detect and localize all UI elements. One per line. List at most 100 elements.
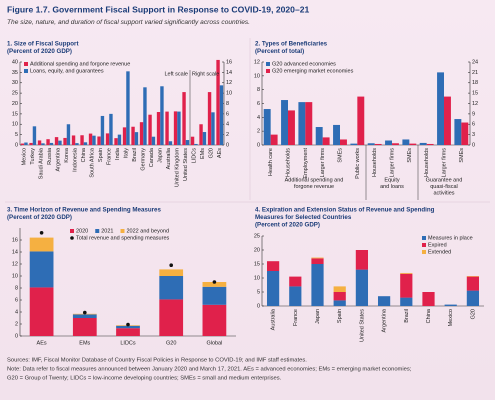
bar [29, 142, 33, 145]
y2-tick-label: 8 [226, 101, 229, 107]
y2-tick-label: 0 [226, 142, 229, 148]
bar-segment [311, 264, 324, 306]
y2-tick-label: 24 [472, 59, 478, 65]
y-tick-label: 40 [12, 59, 18, 65]
group-label: activities [433, 190, 454, 196]
bar-segment [116, 328, 140, 336]
panel-title: 3. Time Horizon of Revenue and Spending … [7, 207, 161, 214]
bar [75, 143, 79, 145]
bar [168, 141, 173, 145]
total-dot [169, 263, 173, 268]
legend-label: Additional spending and forgone revenue [30, 61, 130, 67]
bar-segment [159, 269, 184, 276]
y-tick-label: 15 [254, 261, 260, 267]
legend-label: G20 emerging market economies [272, 68, 354, 74]
bar-segment [29, 287, 54, 336]
bar [80, 135, 84, 145]
bar [97, 136, 101, 145]
x-tick-label: Brazil [404, 309, 410, 323]
bar-segment [355, 269, 369, 306]
x-tick-label: United States [183, 148, 189, 181]
bar-segment [29, 251, 54, 288]
y2-tick-label: 12 [472, 101, 478, 107]
bar-segment [72, 314, 97, 318]
y2-tick-label: 0 [472, 142, 475, 148]
bar-segment [333, 300, 346, 306]
x-tick-label: Households [285, 148, 291, 177]
bar [263, 109, 271, 145]
x-tick-label: India [115, 147, 121, 160]
y2-tick-label: 2 [226, 132, 229, 138]
bar [41, 143, 45, 145]
annotation: Left scale [164, 71, 188, 77]
legend-label: Expired [428, 242, 447, 248]
x-tick-label: Larger firms [389, 148, 395, 178]
bar [402, 139, 410, 145]
bar-segment [377, 296, 391, 306]
total-dot [212, 280, 217, 284]
x-tick-label: Spain [337, 309, 343, 323]
legend-label: 2020 [76, 228, 88, 234]
panel-subtitle: (Percent of 2020 GDP) [255, 222, 320, 229]
x-tick-label: EMs [79, 340, 90, 346]
bar [288, 110, 295, 145]
x-tick-label: Saudi Arabia [39, 147, 45, 179]
y2-tick-label: 6 [226, 111, 229, 117]
bar [165, 111, 169, 145]
group-label: Guarantee and [426, 177, 463, 183]
bar [207, 92, 212, 145]
bar [148, 114, 152, 145]
total-dot [83, 310, 87, 315]
bar [374, 143, 382, 145]
x-tick-label: G20 [166, 340, 176, 346]
bar-segment [466, 276, 480, 277]
bar-segment [422, 292, 435, 306]
panel-title: 2. Types of Beneficiaries [255, 41, 328, 48]
bar [185, 140, 190, 145]
bar-segment [466, 290, 480, 306]
bar [182, 92, 186, 145]
y-tick-label: 20 [12, 101, 18, 107]
y2-tick-label: 4 [226, 122, 229, 128]
legend-swatch [70, 229, 74, 233]
bar [122, 127, 127, 145]
bar [160, 86, 164, 145]
group-label: Equity [384, 177, 400, 183]
bar [385, 140, 392, 145]
bar-segment [311, 257, 324, 259]
x-tick-label: Spain [98, 148, 104, 162]
bar-segment [116, 325, 140, 329]
x-tick-label: Canada [149, 147, 155, 167]
bar [350, 143, 358, 145]
bar [177, 111, 181, 145]
bar-segment [159, 276, 184, 300]
note: Note: Data refer to fiscal measures anno… [7, 367, 412, 373]
total-dot [39, 231, 44, 235]
bar-segment [159, 299, 184, 336]
y2-tick-label: 21 [472, 70, 478, 76]
bar-segment [202, 282, 227, 287]
panel-subtitle: (Percent of total) [255, 48, 304, 55]
legend-swatch [24, 69, 28, 73]
bar [444, 96, 451, 145]
bar [333, 124, 340, 145]
x-tick-label: France [293, 309, 299, 326]
legend-label: 2022 and beyond [127, 228, 170, 234]
y2-tick-label: 6 [472, 122, 475, 128]
y-tick-label: 35 [12, 70, 18, 76]
bar-segment [466, 276, 480, 291]
x-tick-label: United Kingdom [175, 148, 181, 188]
y-tick-label: 10 [12, 273, 18, 279]
bar-segment [400, 273, 413, 298]
bar [46, 139, 50, 145]
group-label: and loans [380, 184, 404, 190]
group-label: quasi-fiscal [430, 184, 458, 190]
x-tick-label: SMEs [337, 148, 343, 163]
group-label: Additional spending and [285, 177, 344, 183]
bar-segment [333, 286, 346, 292]
group-label: forgone revenue [294, 184, 334, 190]
y-tick-label: 4 [15, 309, 18, 315]
x-tick-label: SMEs [407, 148, 413, 163]
x-tick-label: Japan [158, 148, 164, 163]
